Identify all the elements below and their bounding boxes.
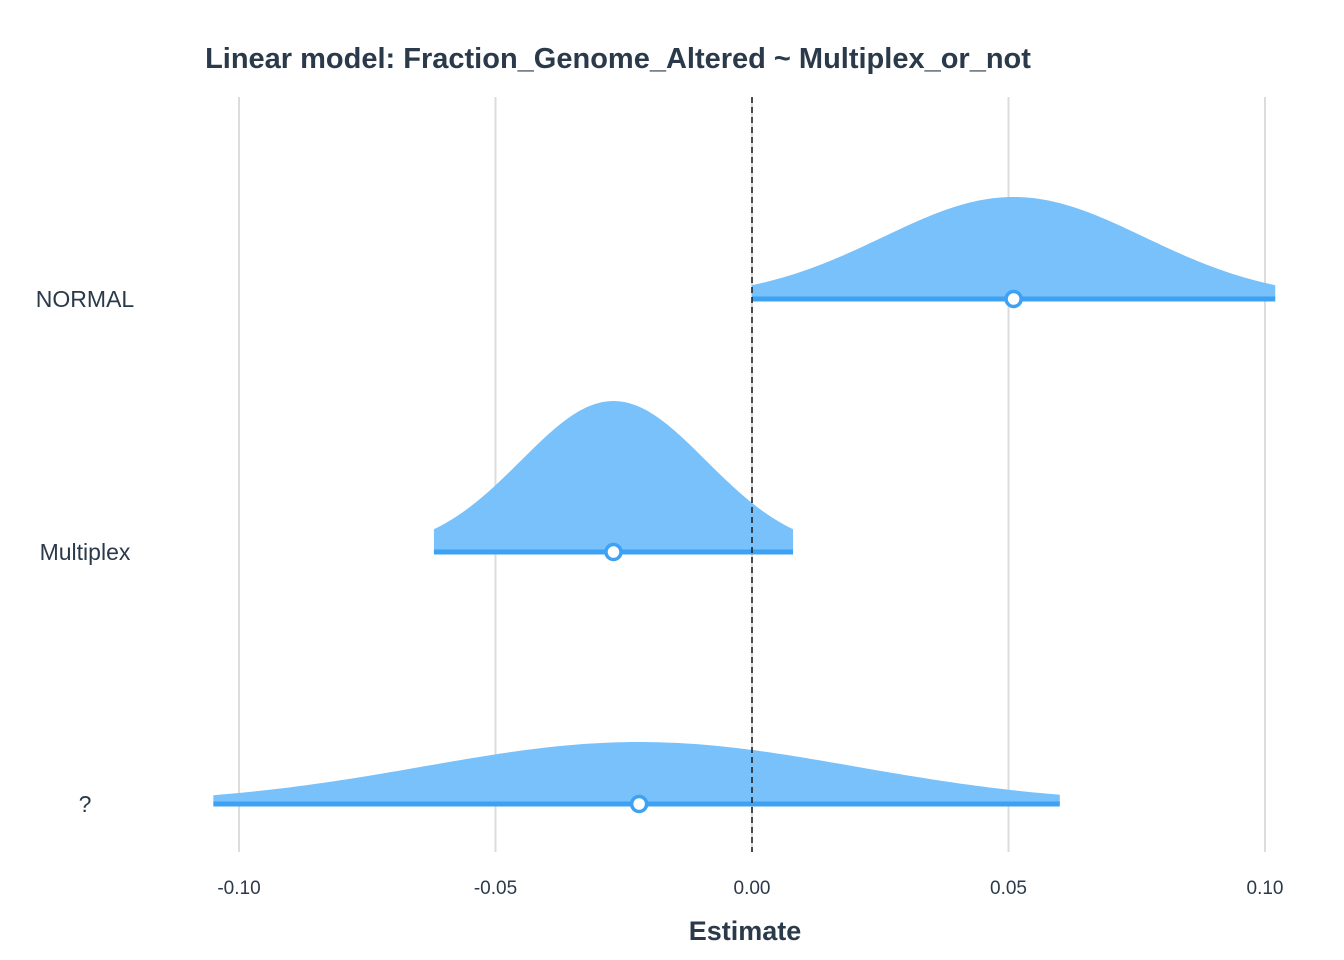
chart-title: Linear model: Fraction_Genome_Altered ~ … bbox=[205, 43, 1031, 75]
density-series bbox=[213, 197, 1276, 807]
density-area bbox=[213, 742, 1060, 804]
density-area bbox=[752, 197, 1276, 299]
x-tick-label: 0.00 bbox=[734, 878, 771, 899]
estimate-point bbox=[629, 794, 649, 814]
x-tick-label: -0.05 bbox=[474, 878, 517, 899]
x-tick-label: 0.10 bbox=[1247, 878, 1284, 899]
x-tick-label: 0.05 bbox=[990, 878, 1027, 899]
density-area bbox=[433, 401, 794, 552]
y-tick-label: Multiplex bbox=[40, 539, 131, 565]
y-tick-label: NORMAL bbox=[36, 286, 135, 312]
y-tick-label: ? bbox=[79, 791, 92, 817]
estimate-points bbox=[604, 289, 1023, 814]
x-tick-label: -0.10 bbox=[217, 878, 260, 899]
x-axis-labels: -0.10 -0.05 0.00 0.05 0.10 bbox=[217, 878, 1283, 899]
x-axis-title: Estimate bbox=[689, 916, 802, 946]
estimate-point bbox=[1004, 289, 1023, 309]
y-axis-labels: NORMAL Multiplex? bbox=[36, 286, 135, 817]
estimate-point bbox=[604, 542, 623, 562]
